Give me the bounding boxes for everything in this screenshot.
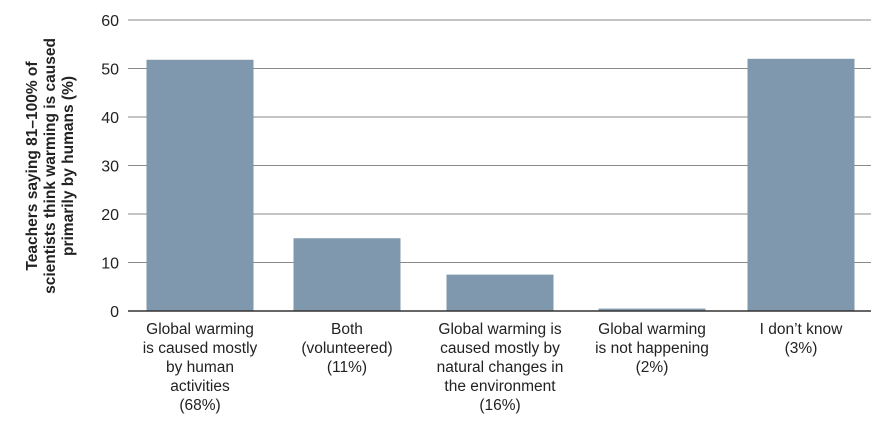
bar (598, 308, 706, 311)
y-tick-label: 10 (101, 256, 119, 273)
y-axis-title: Teachers saying 81–100% ofscientists thi… (24, 38, 77, 294)
category-label: Both (volunteered) (11%) (301, 321, 392, 376)
y-axis-label: Teachers saying 81–100% ofscientists thi… (24, 38, 77, 294)
y-tick-label: 50 (101, 62, 119, 79)
category-labels: Global warming is caused mostly by human ac… (143, 321, 843, 414)
y-tick-label: 60 (101, 13, 119, 30)
y-tick-label: 20 (101, 207, 119, 224)
bar (146, 59, 254, 311)
bar (446, 274, 554, 311)
category-label: Global warming is not happening (2%) (595, 321, 709, 376)
bar (293, 238, 401, 311)
y-tick-label: 0 (110, 304, 119, 321)
category-label: Global warming is caused mostly by natural… (437, 321, 564, 414)
category-label: I don’t know (3%) (760, 321, 844, 357)
y-tick-labels: 0 10 20 30 40 50 60 (101, 13, 119, 321)
y-tick-label: 30 (101, 159, 119, 176)
bar (747, 58, 855, 311)
bars (146, 58, 855, 311)
category-label: Global warming is caused mostly by human ac… (143, 321, 258, 414)
y-tick-label: 40 (101, 110, 119, 127)
